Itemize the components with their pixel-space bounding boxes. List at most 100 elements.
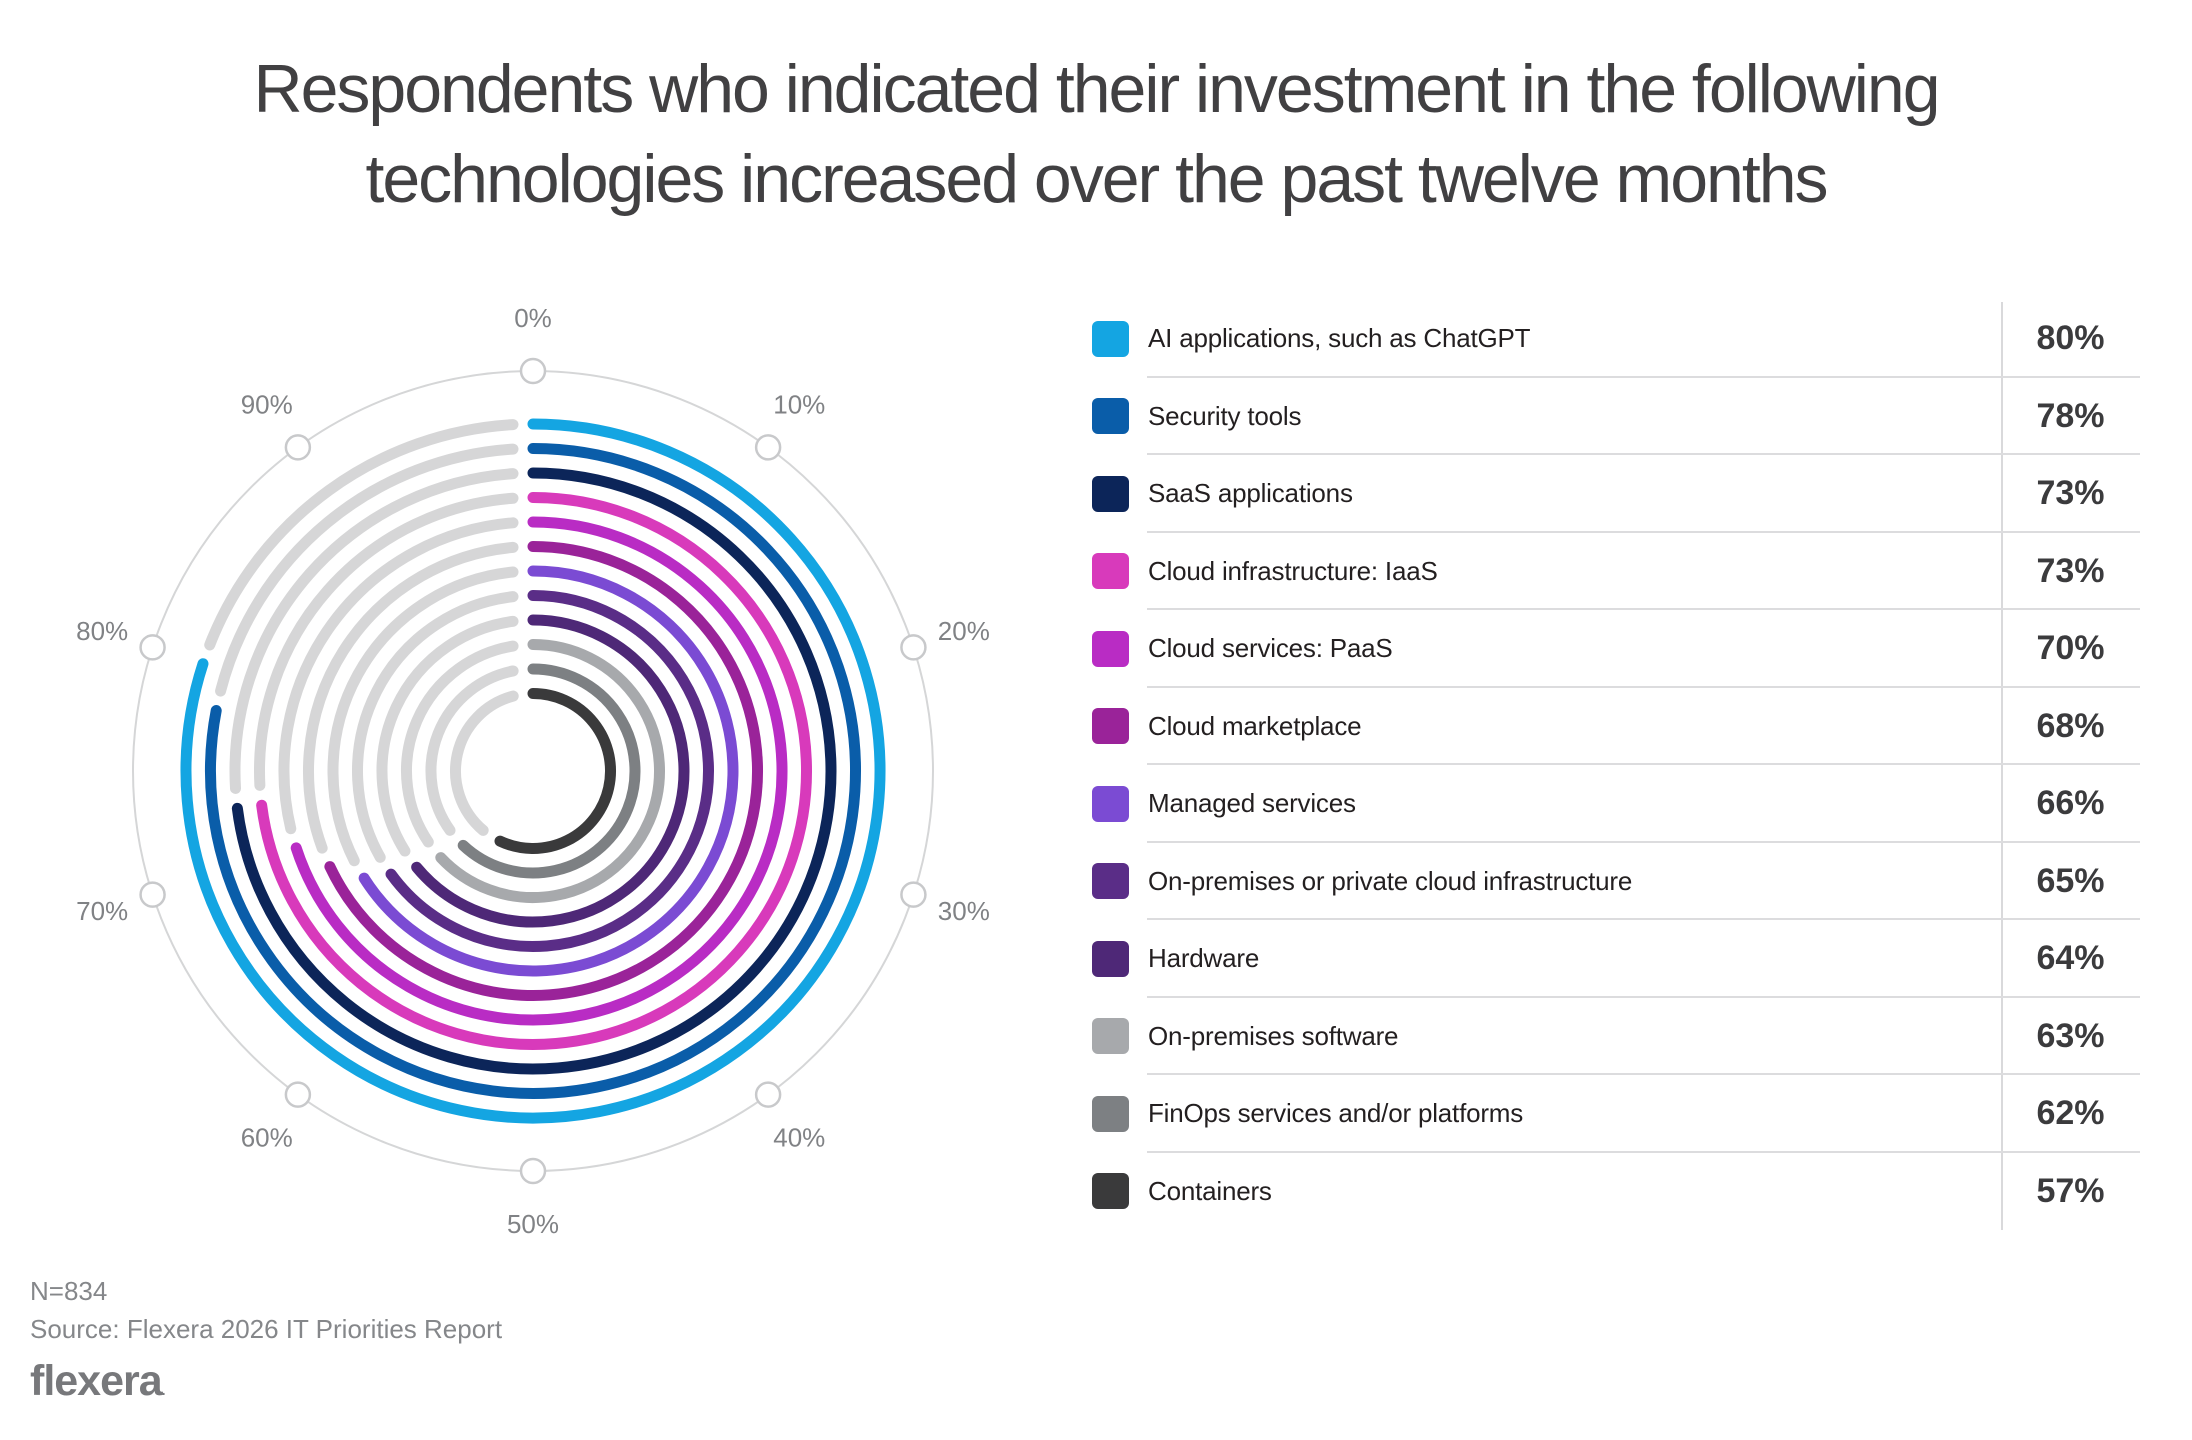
chart-title-line2: technologies increased over the past twe… (365, 141, 1828, 217)
ring-track (278, 517, 519, 835)
legend-label: Cloud services: PaaS (1148, 633, 1393, 664)
legend-row: Security tools 78% (1092, 378, 2140, 456)
legend-swatch (1092, 1018, 1129, 1055)
flexera-logo: flexera. (30, 1357, 166, 1405)
legend-value: 63% (2036, 1016, 2105, 1055)
axis-tick-label: 60% (241, 1122, 293, 1152)
legend-swatch (1092, 398, 1129, 435)
legend-label: On-premises software (1148, 1020, 1399, 1051)
ring-value-arc (290, 516, 788, 1026)
legend-value: 80% (2036, 319, 2105, 358)
legend: AI applications, such as ChatGPT 80% Secur… (1092, 300, 2140, 1230)
ring-value-arc (457, 663, 641, 879)
ring-value-arc (256, 492, 812, 1050)
legend-label: Containers (1148, 1175, 1272, 1206)
legend-row: FinOps services and/or platforms 62% (1092, 1075, 2140, 1153)
ring-value-arc (324, 541, 763, 1001)
logo-trademark-dot: . (161, 1382, 166, 1398)
legend-swatch (1092, 708, 1129, 745)
ring-value-arc (435, 639, 665, 903)
legend-swatch (1092, 320, 1129, 357)
legend-label: FinOps services and/or platforms (1148, 1098, 1524, 1129)
chart-title-line1: Respondents who indicated their investme… (253, 51, 1940, 127)
axis-tick-label: 40% (773, 1122, 825, 1152)
ring-track (303, 541, 519, 854)
axis-tick-dot (519, 1157, 547, 1185)
chart-title: Respondents who indicated their investme… (0, 44, 2192, 224)
axis-tick-dot (900, 634, 927, 661)
axis-tick-label: 10% (773, 390, 825, 420)
legend-swatch (1092, 940, 1129, 977)
ring-track (450, 690, 519, 836)
legend-label: Cloud marketplace (1148, 710, 1362, 741)
ring-track (204, 419, 519, 651)
legend-swatch (1092, 785, 1129, 822)
axis-tick-dot (519, 357, 547, 385)
axis-tick-dot (900, 881, 927, 908)
ring-track (425, 665, 519, 836)
source-note: Source: Flexera 2026 IT Priorities Repor… (30, 1314, 503, 1344)
legend-row: AI applications, such as ChatGPT 80% (1092, 300, 2140, 378)
legend-swatch (1092, 553, 1129, 590)
axis-tick-label: 0% (514, 303, 552, 333)
ring-track (327, 566, 519, 867)
legend-value: 70% (2036, 629, 2105, 668)
legend-value: 73% (2036, 551, 2105, 590)
legend-value: 66% (2036, 784, 2105, 823)
ring-value-arc (385, 590, 714, 952)
ring-value-arc (411, 614, 690, 928)
legend-label: Cloud infrastructure: IaaS (1148, 555, 1438, 586)
sample-size: N=834 (30, 1276, 108, 1306)
axis-tick-label: 70% (76, 896, 128, 926)
axis-tick-dot (139, 881, 166, 908)
legend-swatch (1092, 1095, 1129, 1132)
ring-track (215, 443, 519, 697)
legend-row: Hardware 64% (1092, 920, 2140, 998)
axis-tick-label: 30% (938, 896, 990, 926)
ring-value-arc (494, 688, 616, 854)
legend-value: 78% (2036, 396, 2105, 435)
legend-label: AI applications, such as ChatGPT (1148, 323, 1531, 354)
ring-value-arc (231, 467, 837, 1075)
legend-label: SaaS applications (1148, 478, 1353, 509)
ring-track (376, 615, 519, 857)
axis-circle (132, 370, 934, 1172)
legend-row: Managed services 66% (1092, 765, 2140, 843)
legend-row: Cloud infrastructure: IaaS 73% (1092, 533, 2140, 611)
axis-tick-label: 90% (241, 390, 293, 420)
legend-row: On-premises or private cloud infrastruct… (1092, 843, 2140, 921)
legend-label: On-premises or private cloud infrastruct… (1148, 865, 1633, 896)
legend-swatch (1092, 863, 1129, 900)
ring-track (229, 468, 519, 794)
axis-tick-label: 50% (507, 1209, 559, 1239)
footer: N=834 Source: Flexera 2026 IT Priorities… (30, 1272, 502, 1409)
legend-row: Containers 57% (1092, 1153, 2140, 1231)
legend-value: 64% (2036, 939, 2105, 978)
legend-label: Hardware (1148, 943, 1260, 974)
legend-row: On-premises software 63% (1092, 998, 2140, 1076)
legend-row: SaaS applications 73% (1092, 455, 2140, 533)
legend-value-divider (2001, 302, 2003, 1230)
axis-tick-dot (284, 1081, 312, 1108)
legend-value: 73% (2036, 474, 2105, 513)
legend-row: Cloud services: PaaS 70% (1092, 610, 2140, 688)
legend-value: 65% (2036, 861, 2105, 900)
legend-row: Cloud marketplace 68% (1092, 688, 2140, 766)
ring-value-arc (358, 565, 739, 977)
legend-swatch (1092, 475, 1129, 512)
ring-track (352, 591, 519, 863)
axis-tick-dot (139, 634, 166, 661)
axis-tick-dot (284, 434, 312, 461)
legend-value: 68% (2036, 706, 2105, 745)
legend-swatch (1092, 630, 1129, 667)
legend-label: Managed services (1148, 788, 1356, 819)
ring-track (401, 640, 519, 848)
axis-tick-label: 80% (76, 616, 128, 646)
legend-label: Security tools (1148, 400, 1302, 431)
ring-track (254, 492, 519, 791)
axis-tick-dot (754, 434, 782, 461)
legend-value: 57% (2036, 1171, 2105, 1210)
legend-value: 62% (2036, 1094, 2105, 1133)
legend-rows: AI applications, such as ChatGPT 80% Secur… (1092, 300, 2140, 1230)
